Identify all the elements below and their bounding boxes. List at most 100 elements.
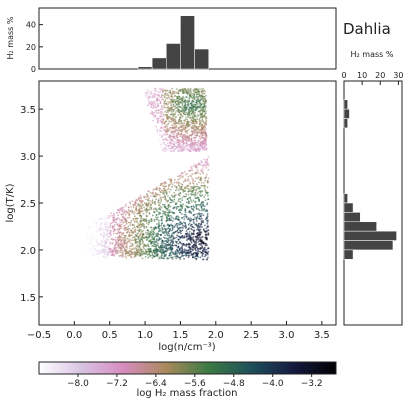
scatter-point	[201, 185, 204, 187]
scatter-point	[117, 217, 120, 220]
scatter-point	[137, 222, 140, 225]
scatter-point	[133, 220, 136, 223]
scatter-point	[183, 97, 185, 100]
scatter-point	[190, 165, 192, 168]
scatter-point	[100, 217, 102, 220]
scatter-point	[174, 120, 177, 123]
scatter-point	[173, 231, 176, 234]
scatter-point	[178, 238, 180, 241]
scatter-point	[182, 148, 185, 151]
scatter-point	[196, 232, 199, 235]
scatter-point	[175, 257, 178, 260]
scatter-point	[185, 145, 187, 148]
scatter-point	[132, 203, 135, 206]
scatter-point	[192, 146, 194, 148]
scatter-point	[155, 244, 158, 247]
scatter-point	[139, 247, 142, 249]
scatter-point	[140, 215, 143, 218]
scatter-point	[141, 257, 144, 260]
scatter-point	[197, 240, 200, 243]
scatter-point	[194, 134, 197, 137]
scatter-point	[194, 197, 197, 200]
scatter-point	[178, 219, 180, 222]
scatter-point	[165, 240, 168, 243]
scatter-point	[144, 195, 146, 198]
scatter-point	[158, 109, 160, 112]
scatter-point	[153, 102, 156, 105]
scatter-point	[187, 120, 190, 123]
scatter-point	[193, 206, 196, 209]
scatter-point	[112, 212, 115, 215]
scatter-point	[206, 181, 209, 184]
scatter-point	[172, 240, 175, 243]
scatter-point	[205, 143, 208, 146]
scatter-point	[112, 238, 115, 241]
scatter-point	[189, 210, 192, 213]
scatter-point	[202, 90, 205, 93]
scatter-point	[149, 195, 152, 197]
scatter-point	[163, 183, 165, 185]
scatter-point	[187, 217, 190, 220]
scatter-point	[171, 131, 174, 133]
scatter-point	[90, 255, 93, 258]
scatter-point	[181, 130, 183, 133]
scatter-point	[175, 116, 177, 119]
scatter-point	[189, 250, 192, 253]
scatter-point	[115, 232, 117, 235]
scatter-point	[89, 238, 91, 241]
scatter-point	[190, 91, 193, 94]
scatter-point	[89, 229, 92, 231]
scatter-point	[205, 135, 208, 137]
scatter-point	[151, 106, 154, 109]
right-histogram-tick-label: 30	[393, 71, 403, 80]
scatter-point	[167, 206, 170, 209]
scatter-point	[197, 238, 200, 240]
scatter-point	[170, 249, 173, 252]
scatter-point	[196, 141, 199, 144]
scatter-point	[171, 256, 174, 259]
colorbar: −8.0 −7.2 −6.4 −5.6 −4.8 −4.0 −3.2 log H₂ mass…	[38, 361, 337, 399]
scatter-point	[187, 193, 190, 196]
scatter-point	[84, 231, 87, 234]
scatter-point	[183, 88, 186, 90]
scatter-point	[137, 237, 140, 240]
scatter-point	[205, 252, 208, 254]
scatter-point	[194, 185, 197, 188]
scatter-point	[168, 234, 171, 237]
scatter-point	[147, 93, 149, 96]
top-histogram-bar	[180, 15, 195, 70]
scatter-point	[164, 143, 167, 146]
scatter-point	[175, 138, 177, 140]
scatter-point	[201, 131, 204, 134]
scatter-point	[199, 256, 202, 259]
scatter-point	[144, 202, 147, 205]
scatter-point	[142, 245, 145, 248]
scatter-point	[154, 92, 156, 95]
scatter-point	[136, 220, 138, 222]
scatter-point	[168, 244, 171, 246]
scatter-point	[112, 225, 115, 228]
scatter-point	[131, 248, 134, 250]
scatter-point	[145, 207, 148, 210]
scatter-point	[106, 250, 109, 253]
scatter-point	[166, 247, 168, 250]
scatter-point	[157, 226, 160, 229]
scatter-point	[200, 240, 203, 243]
scatter-point	[105, 218, 107, 220]
scatter-point	[169, 239, 172, 242]
scatter-point	[171, 87, 174, 90]
scatter-point	[144, 248, 147, 251]
scatter-point	[174, 100, 177, 102]
scatter-point	[185, 109, 188, 111]
scatter-point	[124, 255, 127, 257]
scatter-point	[191, 173, 194, 175]
scatter-point	[174, 118, 177, 121]
scatter-point	[200, 217, 203, 220]
scatter-point	[175, 92, 178, 94]
scatter-point	[165, 94, 168, 97]
scatter-point	[165, 124, 168, 126]
scatter-point	[172, 235, 175, 238]
scatter-point	[184, 113, 186, 116]
scatter-point	[168, 217, 171, 220]
scatter-point	[145, 231, 147, 234]
